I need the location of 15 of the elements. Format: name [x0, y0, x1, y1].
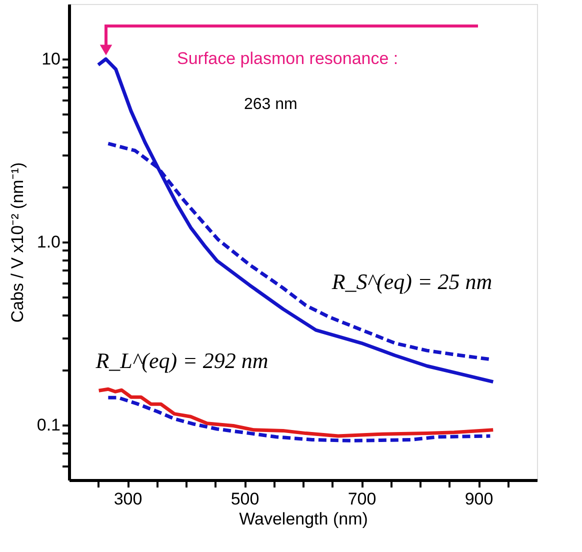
y-tick-label: 1.0 — [36, 232, 60, 252]
x-tick-label: 500 — [230, 490, 260, 508]
line-series — [106, 396, 492, 442]
x-tick-label: 900 — [464, 490, 494, 508]
annotation: R_S^(eq) = 25 nm — [330, 269, 492, 294]
annotation: R_L^(eq) = 292 nm — [94, 348, 268, 373]
x-tick-label: 700 — [348, 490, 376, 508]
y-tick-label: 0.1 — [36, 415, 60, 434]
x-axis-title: Wavelength (nm) — [239, 510, 368, 528]
line-series — [97, 387, 495, 438]
x-tick-label: 300 — [114, 490, 142, 508]
annotation: Surface plasmon resonance : — [177, 49, 398, 68]
y-axis-title: Cabs / V x10⁻² (nm⁻¹) — [8, 162, 27, 323]
y-tick-label: 10 — [42, 50, 60, 69]
annotation: 263 nm — [244, 96, 298, 113]
